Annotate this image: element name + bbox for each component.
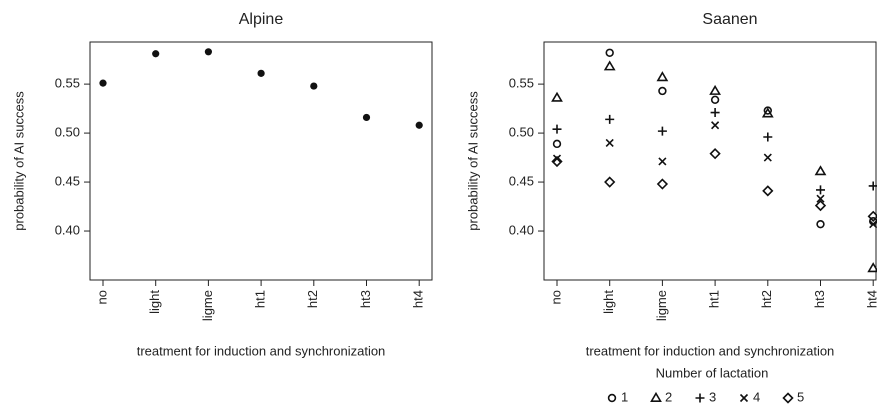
point <box>709 148 721 160</box>
point <box>695 393 705 403</box>
chart-title: Alpine <box>239 11 284 28</box>
plot-frame <box>89 41 433 281</box>
y-axis-label: probability of AI success <box>465 91 480 231</box>
x-axis-label: treatment for induction and synchronizat… <box>586 343 835 358</box>
point <box>761 107 774 118</box>
plot-frame <box>543 41 877 281</box>
point <box>552 124 562 134</box>
point <box>814 165 827 176</box>
point <box>551 155 563 168</box>
point <box>816 185 825 195</box>
point <box>552 139 562 149</box>
x-tick-label: ht2 <box>759 290 774 308</box>
point <box>710 95 720 104</box>
point <box>552 154 562 163</box>
point <box>650 391 662 402</box>
legend-label: 3 <box>709 389 716 404</box>
point <box>868 181 877 191</box>
point <box>657 126 667 136</box>
point <box>603 60 616 71</box>
point <box>152 50 160 58</box>
x-axis-label: treatment for induction and synchronizat… <box>137 343 386 358</box>
point <box>656 178 669 190</box>
chart-title: Saanen <box>702 11 757 28</box>
point <box>658 86 667 96</box>
point <box>814 199 827 212</box>
point <box>658 157 667 166</box>
point <box>816 219 825 229</box>
point <box>709 84 721 95</box>
x-tick-label: ht4 <box>865 290 877 308</box>
y-tick-label: 0.55 <box>55 76 80 91</box>
x-tick-label: ligme <box>200 290 215 321</box>
point <box>415 121 423 129</box>
x-tick-label: light <box>147 290 162 314</box>
point <box>551 91 563 102</box>
point <box>362 113 371 122</box>
point <box>605 114 615 124</box>
y-tick-label: 0.45 <box>509 173 534 188</box>
y-tick-label: 0.45 <box>55 173 80 188</box>
point <box>605 48 614 57</box>
x-tick-label: no <box>94 290 109 304</box>
legend-label: 5 <box>797 389 804 404</box>
legend-label: 1 <box>621 389 628 404</box>
y-axis-label: probability of AI success <box>11 91 26 231</box>
x-tick-label: light <box>601 290 616 314</box>
point <box>763 106 772 115</box>
y-tick-label: 0.40 <box>55 222 80 237</box>
legend-label: 2 <box>665 389 672 404</box>
point <box>607 393 617 403</box>
point <box>711 121 720 130</box>
x-tick-label: no <box>548 290 563 304</box>
point <box>867 262 877 273</box>
point <box>867 210 877 222</box>
legend-label: 4 <box>753 389 760 404</box>
point <box>99 79 107 87</box>
x-tick-label: ligme <box>654 290 669 321</box>
point <box>604 176 616 188</box>
point <box>204 48 212 56</box>
point <box>869 220 877 229</box>
x-tick-label: ht1 <box>707 290 722 308</box>
point <box>816 194 825 203</box>
y-tick-label: 0.50 <box>55 125 80 140</box>
point <box>710 108 720 118</box>
legend-title: Number of lactation <box>656 365 769 380</box>
y-tick-label: 0.50 <box>509 125 534 140</box>
y-tick-label: 0.40 <box>509 222 534 237</box>
point <box>605 138 614 147</box>
point <box>762 185 774 197</box>
x-tick-label: ht3 <box>358 290 373 308</box>
x-tick-label: ht1 <box>253 290 268 308</box>
x-tick-label: ht2 <box>305 290 320 308</box>
point <box>310 82 318 90</box>
point <box>257 69 265 77</box>
point <box>782 392 794 404</box>
point <box>739 393 749 403</box>
x-tick-label: ht4 <box>411 290 426 308</box>
point <box>763 132 773 142</box>
x-tick-label: ht3 <box>812 290 827 308</box>
point <box>656 71 669 82</box>
y-tick-label: 0.55 <box>509 76 534 91</box>
point <box>763 153 772 162</box>
